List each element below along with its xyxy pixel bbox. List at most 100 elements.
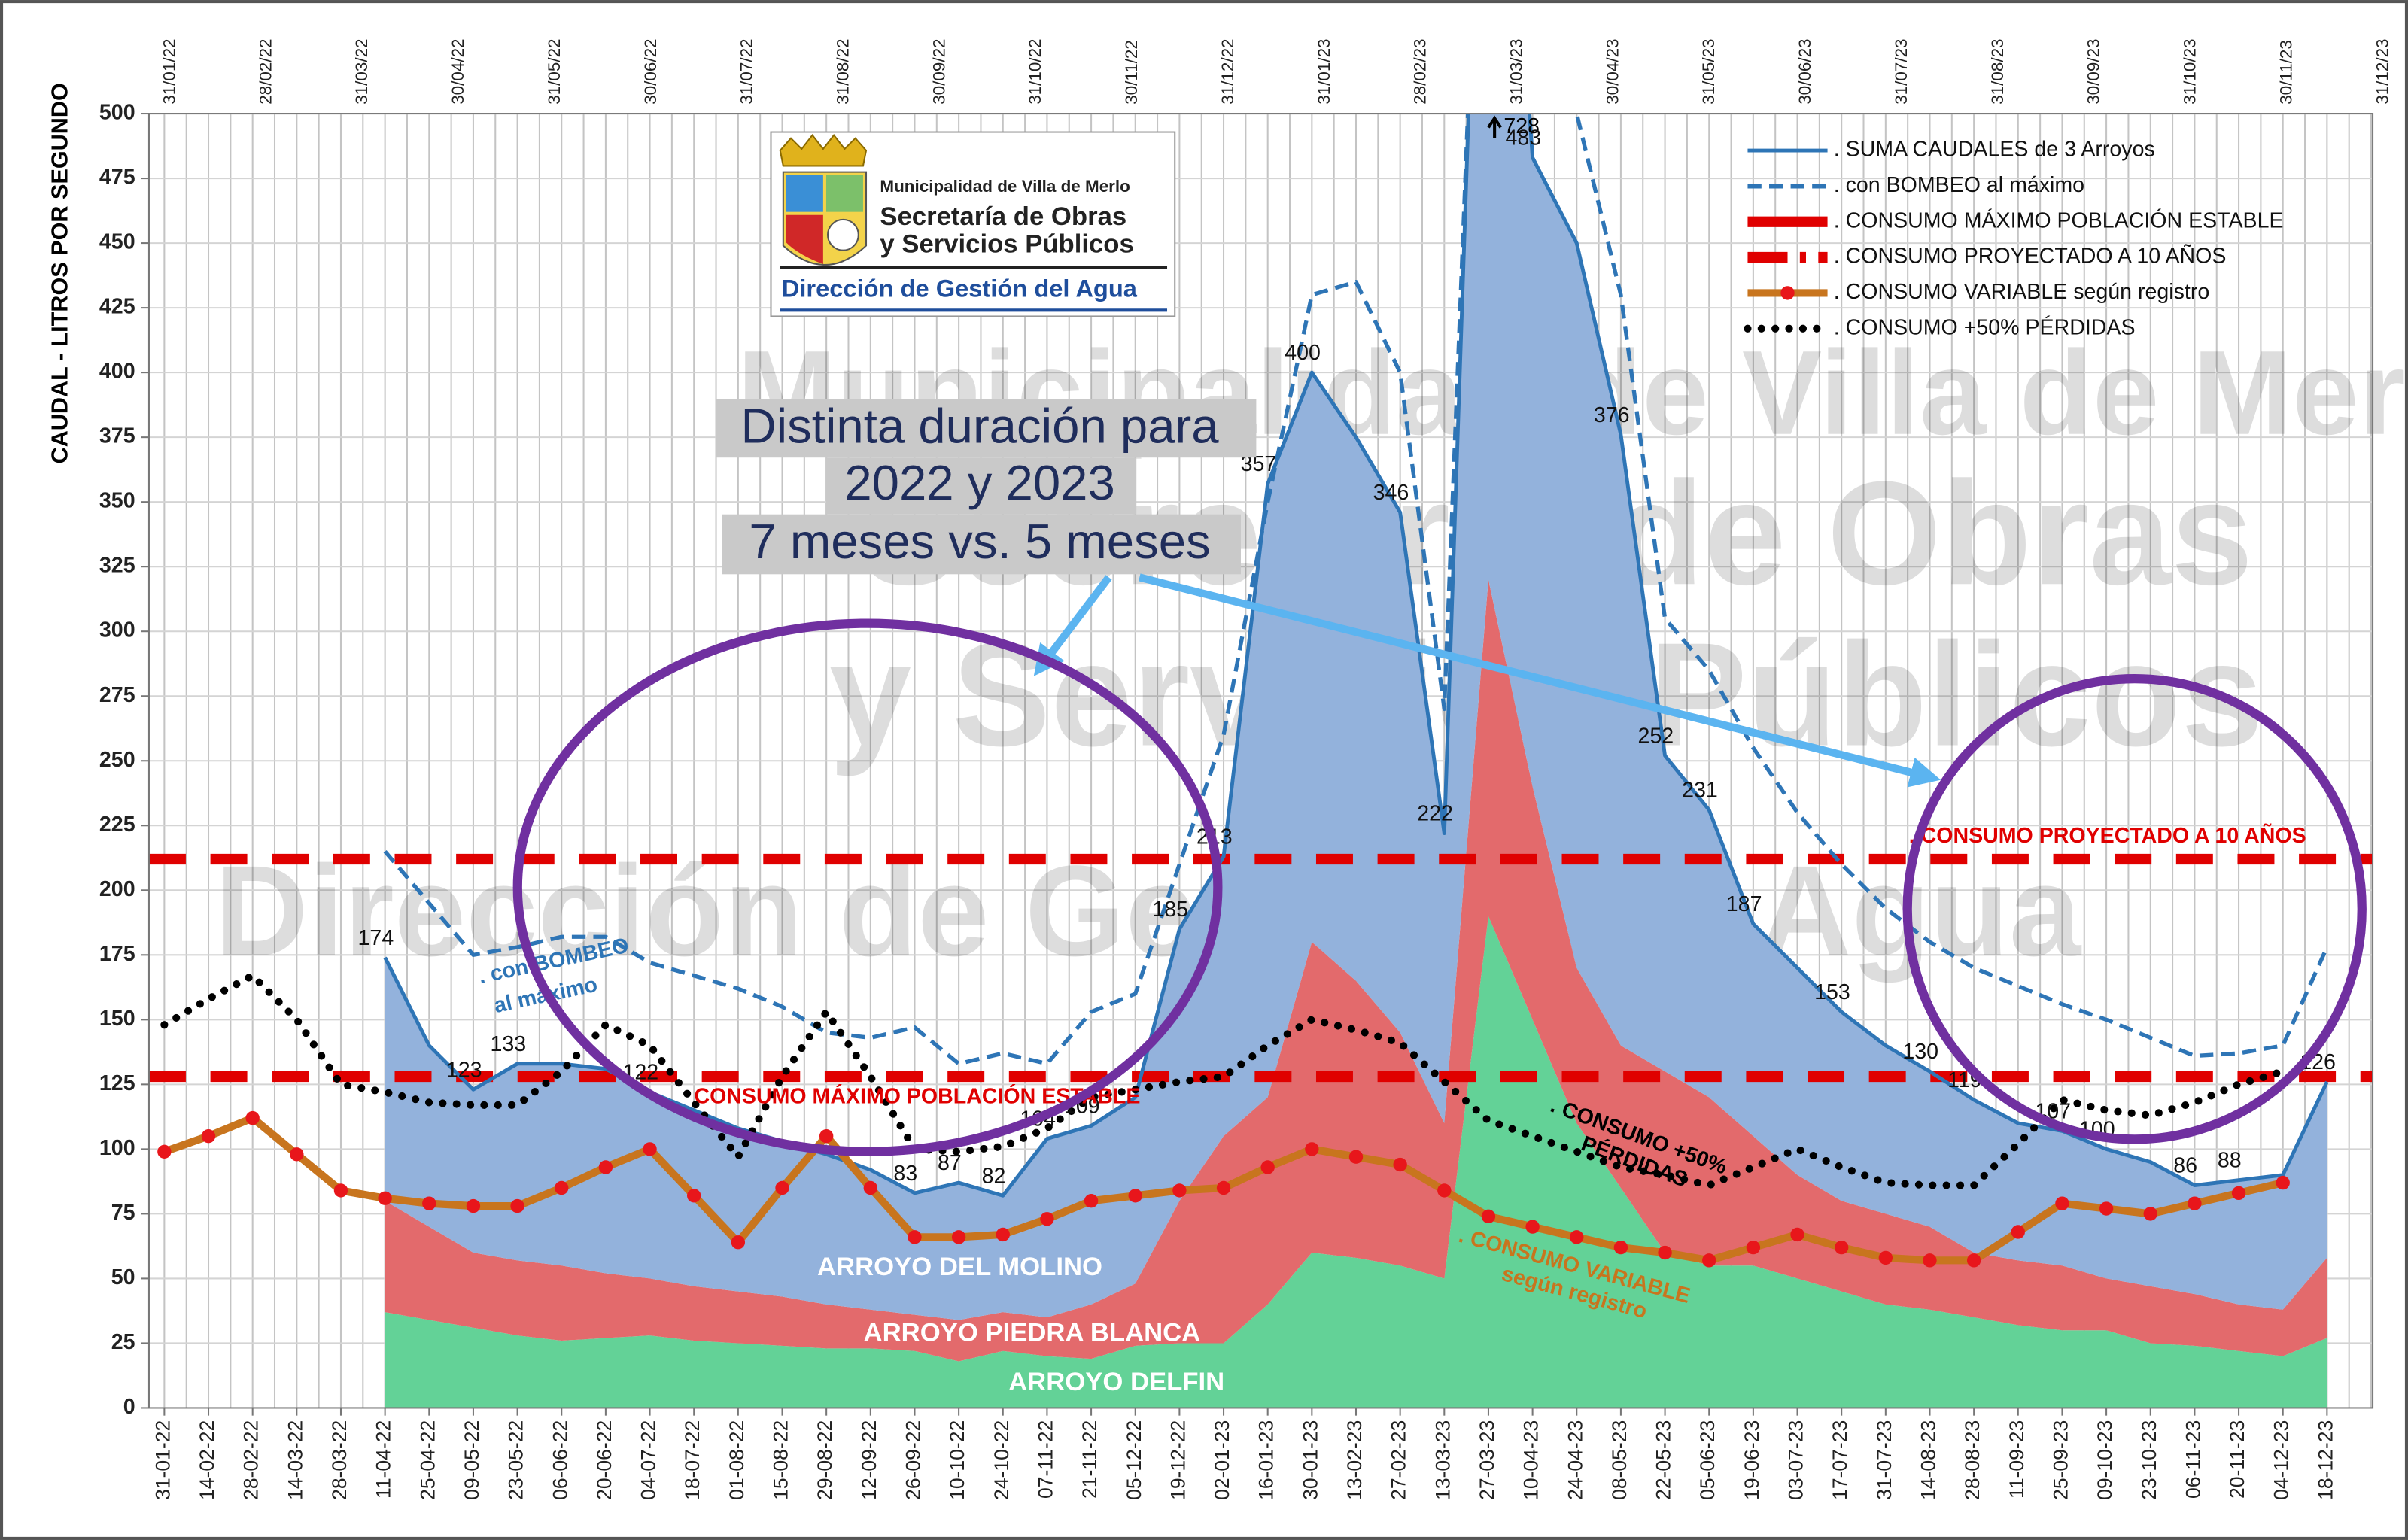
series-marker [2276, 1175, 2290, 1190]
x-tick-label: 07-11-22 [1034, 1420, 1057, 1499]
top-tick-label: 30/06/22 [641, 38, 660, 104]
data-label: 86 [2173, 1154, 2197, 1178]
series-marker [687, 1189, 701, 1203]
series-marker [996, 1227, 1010, 1242]
top-tick-label: 30/06/23 [1795, 38, 1814, 104]
y-tick-label: 75 [111, 1201, 135, 1225]
top-tick-label: 30/04/22 [448, 38, 467, 104]
series-marker [157, 1144, 172, 1159]
series-marker [1702, 1253, 1716, 1268]
y-tick-label: 25 [111, 1330, 135, 1354]
y-tick-label: 425 [99, 295, 135, 319]
y-tick-label: 325 [99, 554, 135, 578]
x-tick-label: 28-03-22 [328, 1420, 351, 1500]
series-marker [422, 1196, 436, 1210]
logo-crown [779, 133, 868, 167]
x-tick-label: 14-02-22 [196, 1420, 218, 1500]
x-tick-label: 27-03-23 [1476, 1420, 1498, 1500]
logo-emblem [826, 218, 859, 251]
area-label: ARROYO DEL MOLINO [817, 1253, 1102, 1281]
top-tick-label: 31/10/22 [1026, 38, 1044, 104]
series-marker [2055, 1196, 2069, 1210]
series-marker [1260, 1160, 1275, 1174]
series-marker [1040, 1212, 1054, 1226]
x-tick-label: 25-09-23 [2049, 1420, 2072, 1500]
x-tick-label: 14-03-22 [284, 1420, 306, 1500]
data-label: 83 [893, 1162, 917, 1186]
series-marker [2099, 1201, 2114, 1216]
x-tick-label: 28-02-22 [240, 1420, 263, 1500]
series-line [160, 971, 2287, 1189]
series-marker [555, 1180, 569, 1195]
x-tick-label: 19-06-23 [1741, 1420, 1763, 1500]
x-tick-label: 18-12-23 [2314, 1420, 2337, 1500]
x-tick-label: 13-02-23 [1343, 1420, 1366, 1500]
x-tick-label: 30-01-23 [1299, 1420, 1321, 1500]
data-label: 82 [982, 1164, 1006, 1188]
x-tick-label: 11-09-23 [2005, 1420, 2028, 1499]
y-tick-label: 300 [99, 618, 135, 642]
x-tick-label: 31-07-23 [1873, 1420, 1896, 1500]
data-label: 174 [358, 926, 394, 950]
x-tick-label: 16-01-23 [1255, 1420, 1278, 1500]
series-marker [1570, 1230, 1584, 1244]
x-tick-label: 28-08-23 [1961, 1420, 1984, 1500]
labels: ARROYO DELFIN ARROYO PIEDRA BLANCA ARROYO … [358, 114, 2336, 1396]
series-line [383, 114, 2329, 1198]
data-label: 231 [1682, 779, 1718, 803]
data-label: 88 [2218, 1149, 2242, 1173]
area [385, 916, 2327, 1408]
axes: 0 25 50 75 100 125 150 175 200 225 250 275 300 325 350… [99, 38, 2391, 1499]
series-marker [819, 1128, 834, 1144]
top-tick-label: 31/12/23 [2373, 38, 2391, 104]
legend-label: . CONSUMO PROYECTADO A 10 AÑOS [1834, 243, 2227, 269]
top-tick-label: 31/05/23 [1699, 38, 1718, 104]
x-tick-label: 01-08-22 [725, 1420, 748, 1500]
series-marker [1128, 1189, 1142, 1203]
x-tick-label: 03-07-23 [1785, 1420, 1808, 1500]
top-tick-label: 30/09/22 [929, 38, 948, 104]
x-tick-label: 27-02-23 [1388, 1420, 1410, 1500]
series-marker [2188, 1196, 2202, 1210]
y-tick-label: 375 [99, 424, 135, 448]
callout-arrow [1033, 575, 1112, 676]
series-marker [1966, 1253, 1981, 1268]
top-tick-label: 31/08/23 [1988, 38, 2007, 104]
y-tick-label: 500 [99, 101, 135, 125]
top-tick-label: 31/07/23 [1892, 38, 1911, 104]
series-marker [2011, 1225, 2025, 1239]
top-tick-label: 31/03/23 [1507, 38, 1526, 104]
legend-label: . SUMA CAUDALES de 3 Arroyos [1834, 138, 2155, 162]
series-marker [510, 1198, 524, 1213]
y-tick-label: 200 [99, 877, 135, 901]
legend-marker [1780, 286, 1795, 300]
logo-text: Secretaría de Obras [880, 202, 1126, 231]
callout-bg [825, 457, 1137, 515]
callout-arrow [1139, 573, 1941, 788]
data-label: 153 [1814, 980, 1850, 1004]
series-line [383, 114, 2329, 1066]
series-marker [1746, 1240, 1761, 1255]
top-tick-label: 30/04/23 [1603, 38, 1622, 104]
top-tick-label: 30/09/23 [2084, 38, 2103, 104]
data-label: 87 [938, 1151, 962, 1175]
legend-label: . CONSUMO VARIABLE según registro [1834, 280, 2209, 304]
series-marker [1172, 1183, 1187, 1198]
y-tick-label: 250 [99, 748, 135, 772]
x-tick-label: 04-07-22 [637, 1420, 660, 1500]
series-marker [245, 1110, 260, 1125]
data-label: 123 [446, 1058, 482, 1082]
legend-label: . CONSUMO MÁXIMO POBLACIÓN ESTABLE [1834, 208, 2284, 232]
legend: . SUMA CAUDALES de 3 Arroyos . con BOMBEO… [1744, 138, 2284, 339]
x-tick-label: 29-08-22 [813, 1420, 836, 1500]
callout-text: Distinta duración para [740, 399, 1219, 454]
x-tick-label: 06-06-22 [549, 1420, 571, 1500]
x-tick-label: 10-04-23 [1520, 1420, 1543, 1500]
x-tick-label: 26-09-22 [901, 1420, 924, 1500]
series-marker [1835, 1240, 1849, 1255]
x-tick-label: 04-12-23 [2270, 1420, 2293, 1500]
top-tick-label: 31/05/22 [545, 38, 564, 104]
logo-quarter [786, 214, 823, 265]
callout-text: 7 meses vs. 5 meses [749, 514, 1210, 569]
